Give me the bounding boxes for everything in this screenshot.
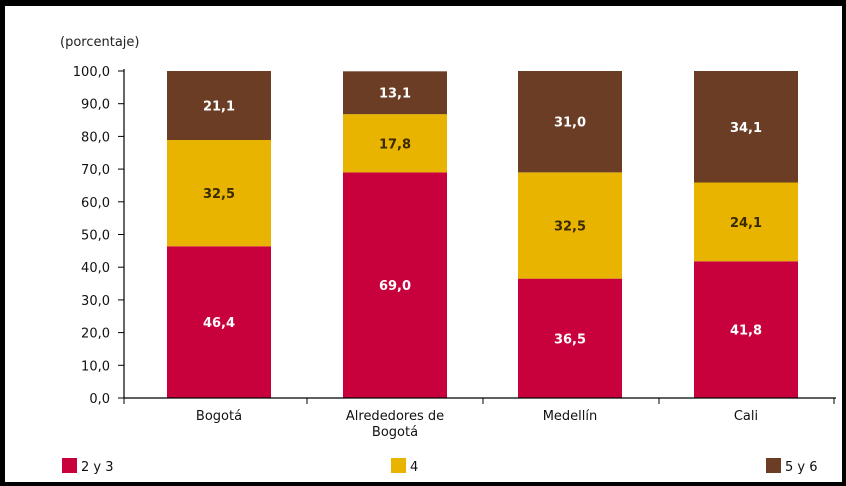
y-tick-label: 70,0: [81, 163, 110, 178]
bar-segment: [343, 172, 447, 398]
y-tick-label: 10,0: [81, 359, 110, 374]
legend-label: 5 y 6: [785, 460, 818, 475]
legend-swatch: [62, 458, 77, 473]
y-tick-label: 100,0: [73, 65, 110, 80]
y-tick-label: 90,0: [81, 98, 110, 113]
bar-segment: [167, 139, 271, 247]
bar-segment: [518, 71, 622, 173]
bar-value-label: 46,4: [203, 316, 235, 331]
y-tick-label: 40,0: [81, 261, 110, 276]
bar-segment: [518, 278, 622, 398]
bar-segment: [343, 71, 447, 115]
legend-label: 4: [410, 460, 418, 475]
x-tick-label: Bogotá: [196, 409, 242, 424]
bar-segment: [343, 114, 447, 173]
bar-segment: [167, 246, 271, 398]
bar-value-label: 69,0: [379, 279, 411, 294]
bar-value-label: 32,5: [203, 187, 235, 202]
legend-swatch: [391, 458, 406, 473]
bar-value-label: 32,5: [554, 220, 586, 235]
bar-value-label: 36,5: [554, 332, 586, 347]
y-axis: 0,0 10,0 20,0 30,0 40,0 50,0 60,0 70,0 80,0 90,0 1…: [73, 65, 125, 407]
bar-segment: [694, 261, 798, 398]
y-tick-label: 80,0: [81, 130, 110, 145]
x-tick-label: Bogotá: [372, 425, 418, 440]
bar-value-label: 31,0: [554, 116, 586, 131]
x-tick-label: Alrededores de: [346, 409, 444, 424]
bar-value-label: 34,1: [730, 121, 762, 136]
y-tick-label: 0,0: [89, 392, 110, 407]
legend: 2 y 3 4 5 y 6: [62, 458, 818, 475]
bars: 46,4 32,5 21,1 69,0 17,8 13,1 36,5 32,5 31,0 41,8…: [167, 71, 798, 398]
bar-value-label: 21,1: [203, 99, 235, 114]
y-axis-label: (porcentaje): [60, 35, 139, 50]
bar-value-label: 24,1: [730, 216, 762, 231]
legend-label: 2 y 3: [81, 460, 114, 475]
x-tick-label: Medellín: [543, 409, 598, 424]
x-tick-label: Cali: [734, 409, 758, 424]
y-tick-label: 60,0: [81, 196, 110, 211]
bar-value-label: 13,1: [379, 87, 411, 102]
bar-value-label: 41,8: [730, 324, 762, 339]
legend-swatch: [766, 458, 781, 473]
y-tick-label: 50,0: [81, 229, 110, 244]
bar-value-label: 17,8: [379, 137, 411, 152]
bar-segment: [694, 182, 798, 262]
y-tick-label: 30,0: [81, 294, 110, 309]
y-tick-label: 20,0: [81, 327, 110, 342]
bar-segment: [518, 172, 622, 279]
bar-segment: [694, 71, 798, 183]
bar-segment: [167, 71, 271, 140]
